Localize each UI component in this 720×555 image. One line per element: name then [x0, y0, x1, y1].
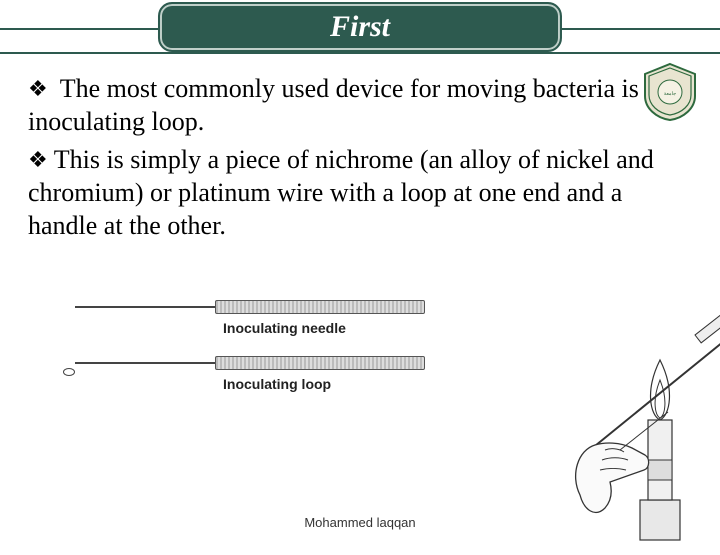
needle-wire [75, 306, 215, 308]
bullet-item: ❖ The most commonly used device for movi… [28, 72, 692, 139]
bullet-item: ❖This is simply a piece of nichrome (an … [28, 143, 692, 243]
institution-logo: جامعة [640, 62, 700, 122]
header-band: First [0, 0, 720, 54]
bullet-text: The most commonly used device for moving… [28, 74, 677, 136]
diamond-bullet-icon: ❖ [28, 146, 48, 174]
svg-text:جامعة: جامعة [664, 91, 676, 97]
content-area: ❖ The most commonly used device for movi… [0, 54, 720, 242]
needle-handle [215, 300, 425, 314]
loop-wire [75, 362, 215, 364]
hand-holding-loop-illustration [550, 300, 720, 550]
footer-author: Mohammed laqqan [304, 515, 415, 530]
diamond-bullet-icon: ❖ [28, 75, 48, 103]
loop-handle [215, 356, 425, 370]
bullet-text: This is simply a piece of nichrome (an a… [28, 145, 654, 241]
page-title: First [158, 2, 562, 52]
